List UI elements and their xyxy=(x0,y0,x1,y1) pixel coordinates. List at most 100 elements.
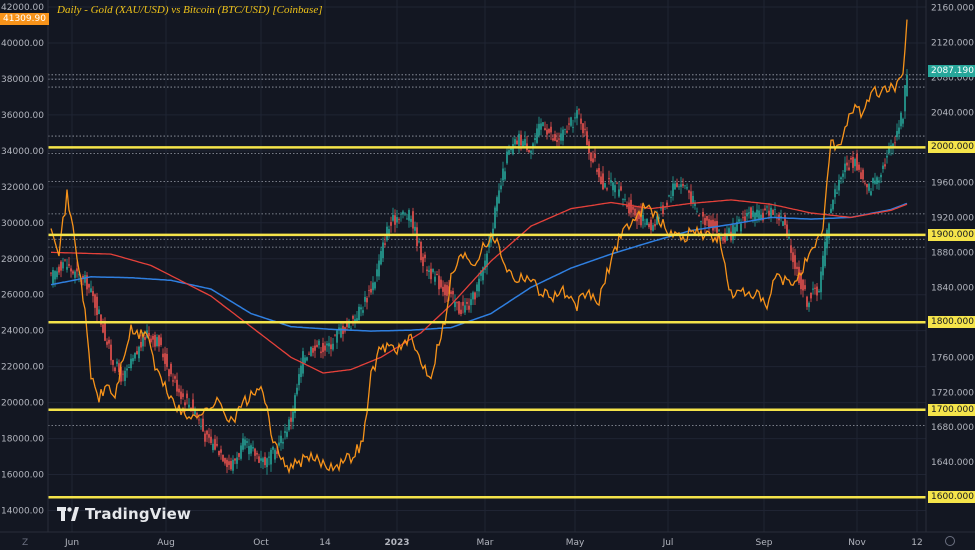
gold-candle xyxy=(330,337,332,357)
gold-candle xyxy=(378,254,380,280)
gold-candle xyxy=(384,236,386,248)
gold-candle xyxy=(404,211,406,217)
left-axis-tick-label: 24000.00 xyxy=(1,327,44,337)
gold-candle xyxy=(248,438,250,461)
level-label-1900: 1900.000 xyxy=(928,228,975,241)
gold-candle xyxy=(714,218,716,232)
gold-candle xyxy=(60,260,62,278)
gold-candle xyxy=(726,226,728,241)
gold-candle xyxy=(422,253,424,273)
gold-candle xyxy=(830,203,832,214)
gold-candle xyxy=(810,292,812,303)
gold-candle xyxy=(178,384,180,397)
gold-candle xyxy=(502,161,504,186)
gold-candle xyxy=(356,310,358,323)
gold-candle xyxy=(90,280,92,293)
gold-candle xyxy=(348,318,350,329)
gold-candle xyxy=(186,390,188,405)
gold-candle xyxy=(240,442,242,461)
gold-candle xyxy=(628,197,630,217)
gold-candle xyxy=(380,246,382,266)
gold-candle xyxy=(238,452,240,461)
gold-candle xyxy=(392,207,394,222)
bitcoin-line xyxy=(50,19,908,475)
gold-candle xyxy=(152,333,154,348)
gold-candle xyxy=(206,429,208,443)
settings-icon[interactable] xyxy=(945,536,955,546)
gold-candle xyxy=(296,383,298,397)
gold-candle xyxy=(192,393,194,415)
gold-candle xyxy=(556,132,558,147)
gold-candle xyxy=(868,182,870,193)
gold-candle xyxy=(744,209,746,229)
gold-candle xyxy=(728,226,730,235)
gold-candle xyxy=(68,256,70,268)
gold-candle xyxy=(734,223,736,239)
gold-candle xyxy=(204,430,206,447)
gold-candle xyxy=(552,134,554,142)
gold-candle xyxy=(436,270,438,276)
gold-candle xyxy=(126,364,128,378)
gold-candle xyxy=(652,222,654,232)
gold-candle xyxy=(76,261,78,278)
gold-candle xyxy=(110,339,112,365)
gold-candle xyxy=(182,388,184,400)
gold-candle xyxy=(50,272,52,277)
gold-candle xyxy=(882,162,884,173)
gold-candle xyxy=(820,266,822,300)
gold-candle xyxy=(374,281,376,291)
time-axis-tick-label: Nov xyxy=(848,538,866,548)
gold-candle xyxy=(222,454,224,463)
gold-candle xyxy=(202,414,204,432)
gold-candle xyxy=(74,269,76,284)
gold-candle xyxy=(790,238,792,261)
gold-candle xyxy=(650,216,652,236)
gold-candle xyxy=(86,272,88,296)
gold-candle xyxy=(818,288,820,293)
time-axis-tick-label: Mar xyxy=(477,538,494,548)
gold-candle xyxy=(764,205,766,211)
time-axis-tick-label: Aug xyxy=(157,538,175,548)
gold-candle xyxy=(128,363,130,369)
gold-candle xyxy=(242,433,244,452)
gold-candle xyxy=(324,341,326,357)
gold-candle xyxy=(376,263,378,282)
gold-candle xyxy=(634,205,636,218)
gold-candle xyxy=(576,106,578,126)
gold-candle xyxy=(266,457,268,475)
gold-candle xyxy=(118,359,120,375)
gold-candle xyxy=(468,298,470,313)
gold-candle xyxy=(410,215,412,228)
gold-candle xyxy=(224,457,226,466)
gold-candle xyxy=(316,340,318,348)
gold-candle xyxy=(902,117,904,128)
gold-candle xyxy=(832,199,834,212)
gold-candle xyxy=(654,219,656,230)
gold-candle xyxy=(544,121,546,131)
gold-candle xyxy=(308,351,310,355)
gold-candle xyxy=(738,216,740,223)
gold-candle xyxy=(702,208,704,225)
gold-candle xyxy=(124,367,126,387)
gold-candle xyxy=(168,368,170,382)
gold-candle xyxy=(746,209,748,222)
right-axis-tick-label: 2080.000 xyxy=(931,73,974,83)
gold-candle xyxy=(878,176,880,190)
zoom-icon[interactable]: Z xyxy=(22,538,28,548)
gold-candle xyxy=(478,272,480,297)
gold-candle xyxy=(836,185,838,194)
gold-candle xyxy=(274,448,276,463)
gold-candle xyxy=(732,217,734,244)
chart-title: Daily - Gold (XAU/USD) vs Bitcoin (BTC/U… xyxy=(57,4,323,16)
gold-candle xyxy=(804,279,806,291)
gold-candle xyxy=(438,269,440,296)
gold-candle xyxy=(102,318,104,334)
gold-candle xyxy=(666,200,668,210)
gold-candle xyxy=(250,443,252,457)
gold-candle xyxy=(888,142,890,156)
gold-candle xyxy=(706,215,708,226)
gold-candle xyxy=(334,334,336,337)
gold-candle xyxy=(784,212,786,229)
gold-candle xyxy=(866,183,868,195)
gold-candle xyxy=(490,237,492,247)
